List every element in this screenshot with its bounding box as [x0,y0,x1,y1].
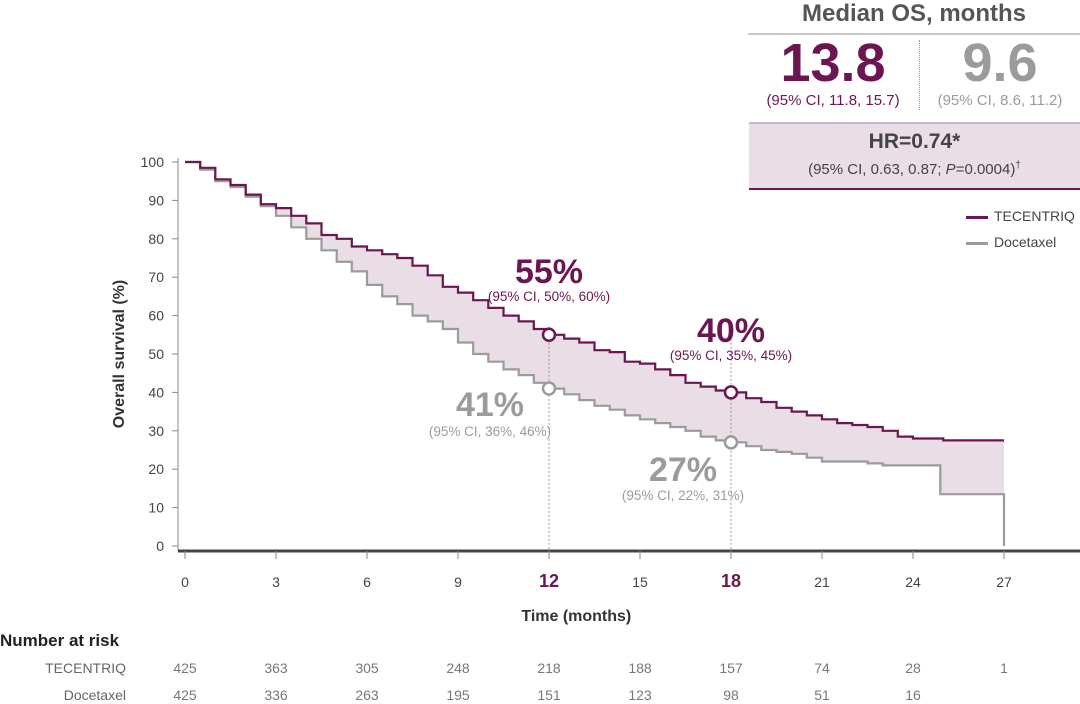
legend-label-tecentriq: TECENTRIQ [994,208,1075,224]
landmark-marker [723,385,739,400]
risk-value-cell: 218 [537,660,561,676]
landmark-ci: (95% CI, 22%, 31%) [622,488,744,503]
legend-item-tecentriq: TECENTRIQ [966,208,1075,224]
x-tick-label: 15 [632,574,648,590]
hr-ci-prefix: (95% CI, 0.63, 0.87; [808,161,946,178]
y-tick-label: 50 [148,346,164,362]
risk-value-cell: 98 [723,687,739,703]
tecentriq-swatch [966,215,988,219]
y-tick-label: 20 [148,461,164,477]
tecentriq-curve [185,160,1004,442]
risk-value-cell: 263 [355,687,379,703]
legend-label-docetaxel: Docetaxel [994,234,1057,250]
survival-difference-area [185,162,1004,546]
y-axis-title: Overall survival (%) [111,280,128,429]
landmark-ci: (95% CI, 50%, 60%) [488,289,610,304]
x-axis-title: Time (months) [521,608,631,625]
risk-value-cell: 28 [905,660,921,676]
landmark-value: 40% [697,312,765,350]
risk-value-cell: 151 [537,687,561,703]
x-tick-label: 3 [272,574,280,590]
risk-value-cell: 195 [446,687,470,703]
docetaxel-swatch [966,241,988,245]
x-tick-label: 21 [814,574,830,590]
median-separator [919,40,920,110]
x-tick-label: 0 [181,574,189,590]
y-tick-label: 80 [148,231,164,247]
legend-item-docetaxel: Docetaxel [966,234,1056,250]
landmark-value: 55% [515,253,583,291]
risk-table-title: Number at risk [0,631,120,650]
hazard-ratio-ci: (95% CI, 0.63, 0.87; P=0.0004)† [749,160,1080,178]
risk-value-cell: 74 [814,660,830,676]
hr-p-label: P [945,161,956,178]
hazard-ratio-value: HR=0.74* [868,130,961,153]
risk-value-cell: 157 [719,660,743,676]
tecentriq-median-ci: (95% CI, 11.8, 15.7) [766,92,900,109]
y-tick-label: 100 [141,154,165,170]
tecentriq-median-value: 13.8 [780,33,886,93]
docetaxel-median-value: 9.6 [962,33,1038,93]
landmark-value: 41% [456,386,524,424]
risk-value-cell: 248 [446,660,470,676]
risk-value-cell: 51 [814,687,830,703]
landmark-value: 27% [649,451,717,489]
risk-value-cell: 336 [264,687,288,703]
hr-dagger: † [1015,160,1021,171]
y-tick-label: 70 [148,269,164,285]
y-tick-label: 30 [148,423,164,439]
landmark-ci: (95% CI, 36%, 46%) [429,424,551,439]
docetaxel-median-ci: (95% CI, 8.6, 11.2) [937,92,1063,109]
landmark-marker [541,327,557,343]
docetaxel-curve [185,160,1006,546]
risk-row-label-tecentriq: TECENTRIQ [45,660,126,676]
x-tick-label: 24 [905,574,921,590]
landmark-marker [723,435,739,450]
hr-ci-suffix: =0.0004) [955,161,1016,178]
x-tick-label: 9 [454,574,462,590]
x-tick-label-highlight: 12 [539,571,559,591]
risk-value-cell: 188 [628,660,652,676]
y-tick-label: 60 [148,308,164,324]
risk-value-cell: 363 [264,660,288,676]
x-tick-label: 27 [996,574,1012,590]
risk-value-cell: 123 [628,687,652,703]
y-tick-label: 40 [148,384,164,400]
risk-row-label-docetaxel: Docetaxel [63,687,126,703]
median-divider-line [748,33,1080,35]
median-os-title: Median OS, months [801,0,1026,27]
risk-value-cell: 1 [1000,660,1008,676]
risk-value-cell: 16 [905,687,921,703]
landmark-marker [541,381,557,396]
y-tick-label: 90 [148,192,164,208]
risk-value-cell: 425 [173,687,197,703]
y-tick-label: 0 [156,538,164,554]
x-tick-label: 6 [363,574,371,590]
x-tick-label-highlight: 18 [721,571,741,591]
y-tick-label: 10 [148,500,164,516]
risk-value-cell: 305 [355,660,379,676]
landmark-ci: (95% CI, 35%, 45%) [670,348,792,363]
hazard-ratio-box [749,122,1080,190]
risk-value-cell: 425 [173,660,197,676]
